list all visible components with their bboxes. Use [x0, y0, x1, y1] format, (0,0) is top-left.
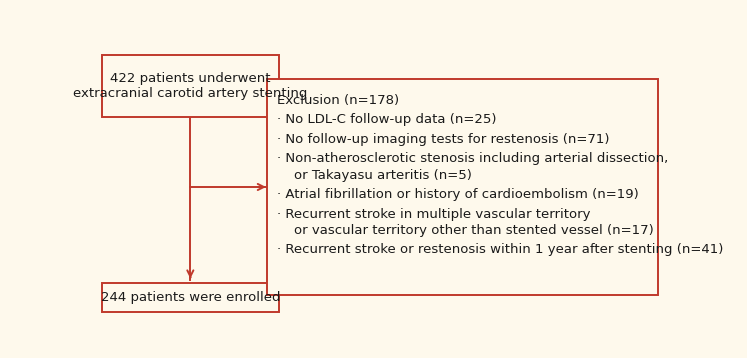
Text: · Recurrent stroke in multiple vascular territory
    or vascular territory othe: · Recurrent stroke in multiple vascular … [277, 208, 654, 237]
FancyBboxPatch shape [267, 79, 658, 295]
Text: 422 patients underwent
extracranial carotid artery stenting: 422 patients underwent extracranial caro… [73, 72, 308, 100]
Text: · No LDL-C follow-up data (n=25): · No LDL-C follow-up data (n=25) [277, 113, 497, 126]
Text: · Atrial fibrillation or history of cardioembolism (n=19): · Atrial fibrillation or history of card… [277, 188, 639, 201]
Text: · Non-atherosclerotic stenosis including arterial dissection,
    or Takayasu ar: · Non-atherosclerotic stenosis including… [277, 153, 669, 182]
Text: Exclusion (n=178): Exclusion (n=178) [277, 94, 400, 107]
FancyBboxPatch shape [102, 55, 279, 117]
FancyBboxPatch shape [102, 283, 279, 312]
Text: · No follow-up imaging tests for restenosis (n=71): · No follow-up imaging tests for resteno… [277, 132, 610, 146]
Text: · Recurrent stroke or restenosis within 1 year after stenting (n=41): · Recurrent stroke or restenosis within … [277, 243, 724, 256]
Text: 244 patients were enrolled: 244 patients were enrolled [101, 291, 280, 304]
